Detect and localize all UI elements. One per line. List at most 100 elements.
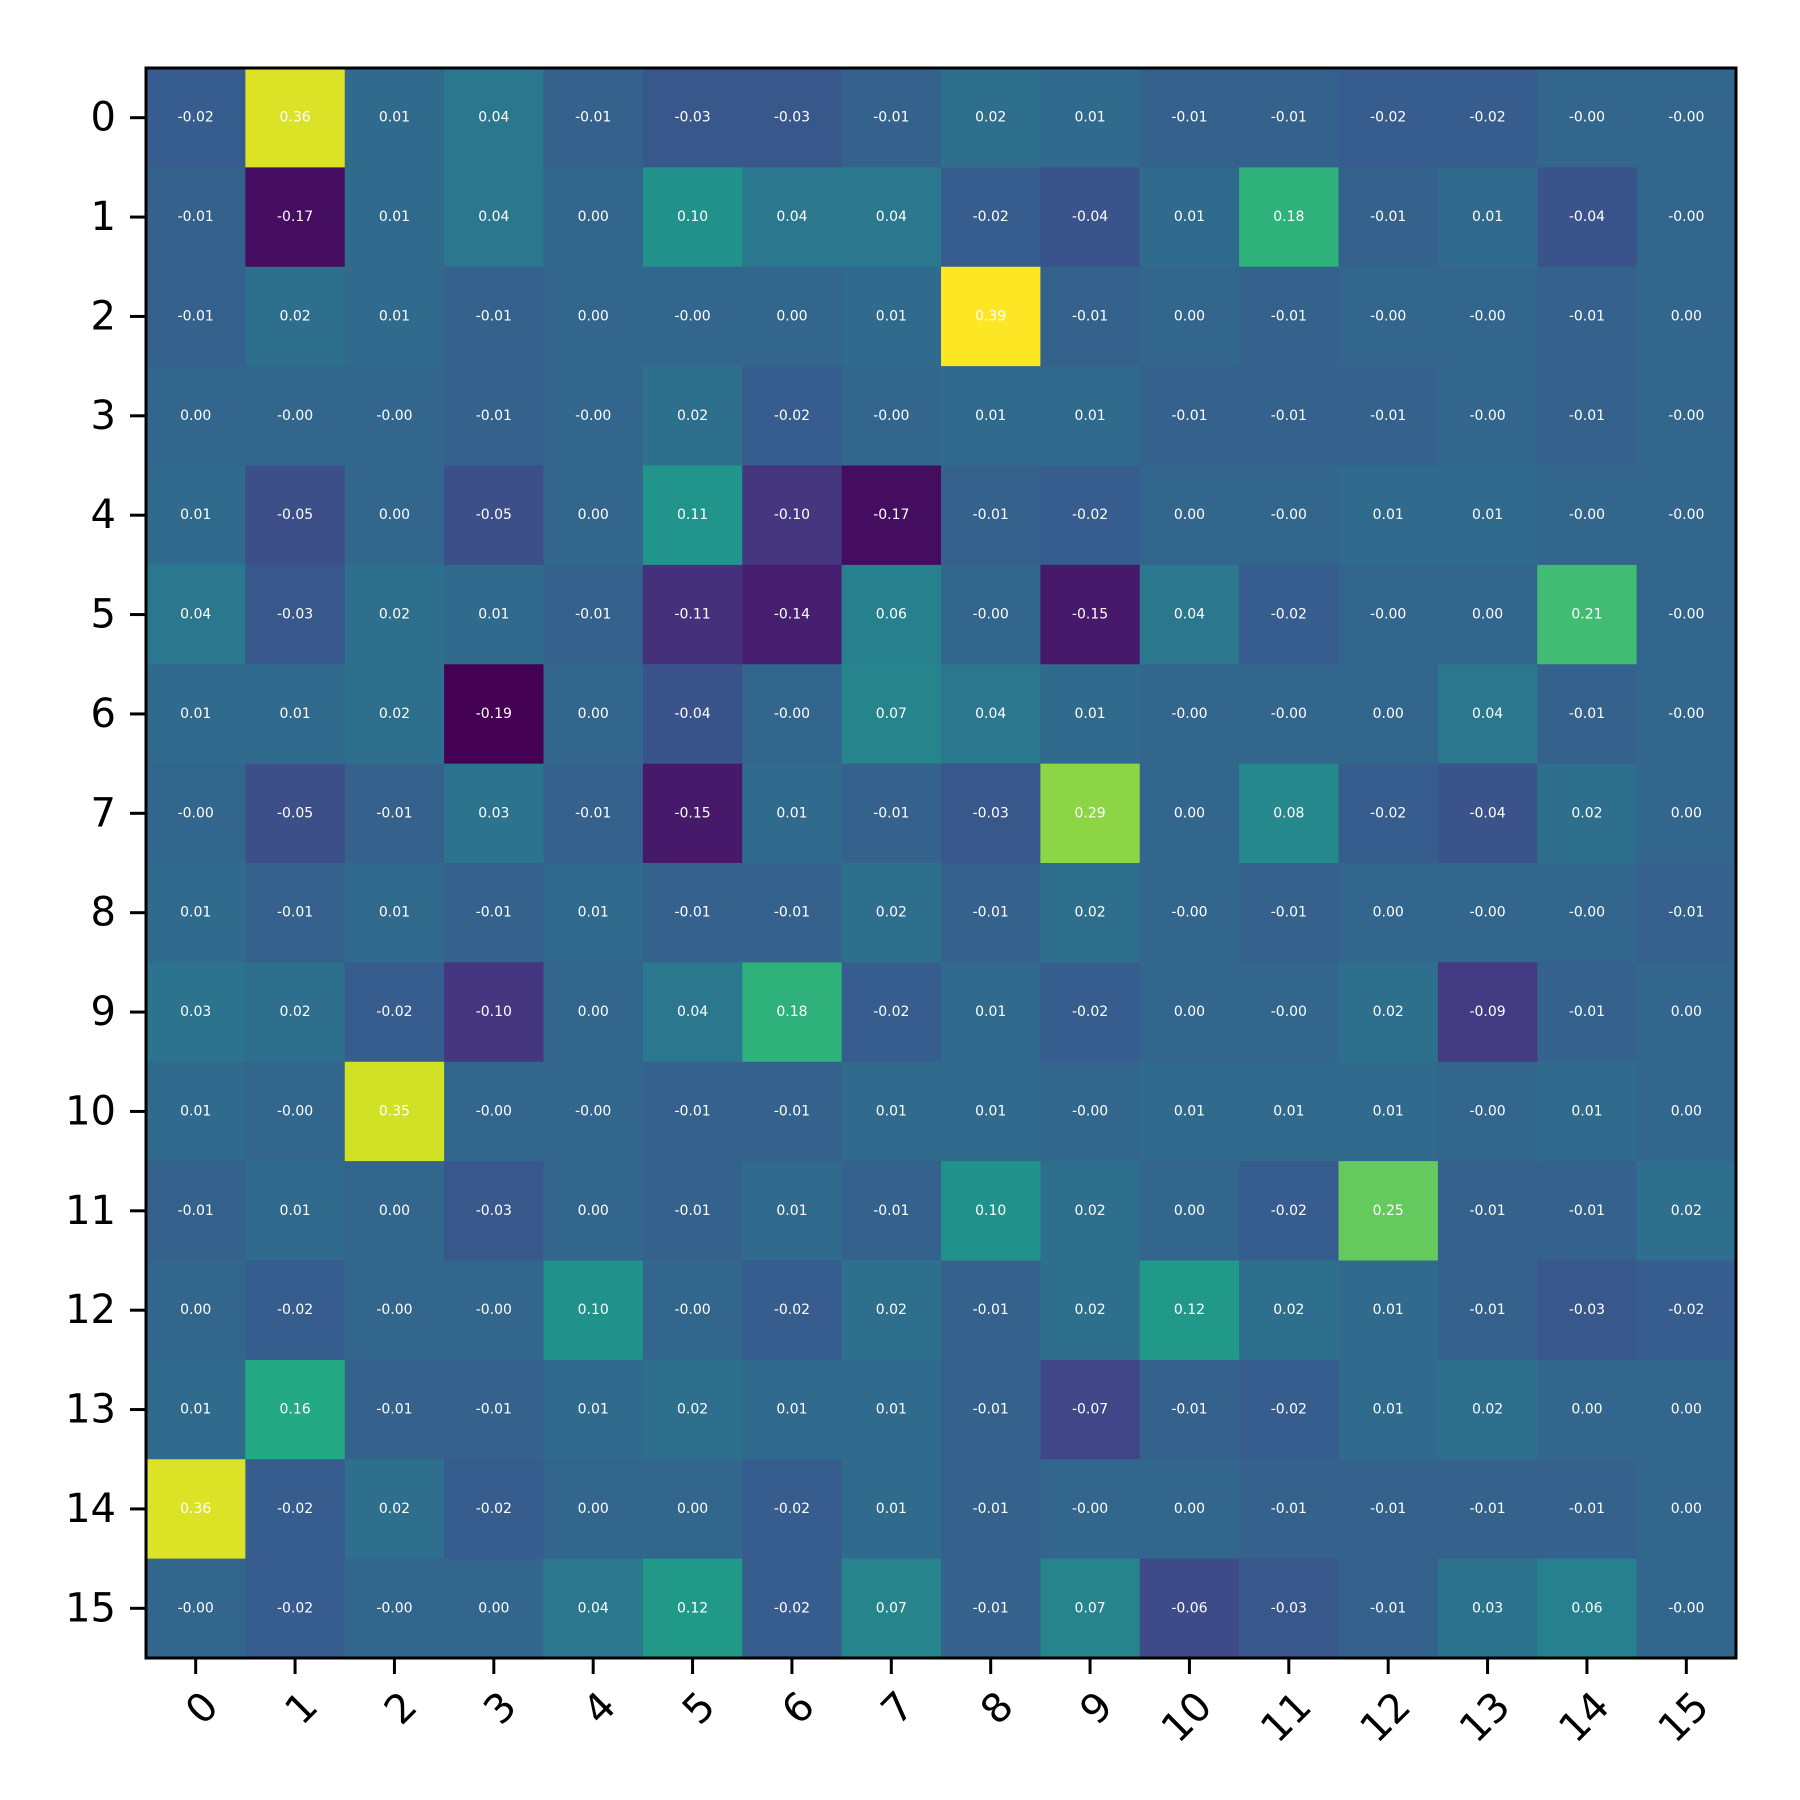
- cell-value-label: 0.01: [1074, 706, 1105, 722]
- heatmap-cell: [1437, 465, 1538, 566]
- heatmap-cell: [1537, 68, 1638, 168]
- cell-value-label: 0.01: [180, 1402, 211, 1418]
- heatmap-cell: [146, 167, 246, 268]
- cell-value-label: 0.02: [876, 905, 907, 921]
- heatmap-cell: [1338, 664, 1439, 765]
- cell-value-label: 0.02: [1671, 1203, 1702, 1219]
- heatmap-cell: [1139, 465, 1240, 566]
- cell-value-label: -0.01: [1072, 308, 1108, 324]
- cell-value-label: 0.01: [876, 1402, 907, 1418]
- cell-value-label: -0.01: [774, 905, 810, 921]
- cell-value-label: 0.00: [1671, 1103, 1702, 1119]
- cell-value-label: -0.01: [774, 1103, 810, 1119]
- cell-value-label: 0.29: [1074, 805, 1105, 821]
- heatmap-cell: [146, 1359, 246, 1460]
- heatmap-cell: [344, 366, 445, 467]
- heatmap-cell: [344, 863, 445, 963]
- heatmap-cell: [444, 1260, 545, 1361]
- heatmap-cell: [1338, 1161, 1439, 1262]
- cell-value-label: -0.02: [973, 209, 1009, 225]
- heatmap-cell: [742, 68, 843, 168]
- cell-value-label: -0.02: [476, 1501, 512, 1517]
- cell-value-label: 0.01: [379, 905, 410, 921]
- heatmap-cell: [1239, 1558, 1340, 1659]
- heatmap-cell: [1537, 763, 1638, 864]
- heatmap-cell: [1537, 664, 1638, 765]
- cell-value-label: -0.01: [1271, 308, 1307, 324]
- heatmap-cell: [642, 863, 743, 963]
- cell-value-label: -0.01: [476, 408, 512, 424]
- heatmap-cell: [444, 564, 545, 665]
- heatmap-cell: [543, 465, 644, 566]
- heatmap-cell: [742, 1459, 843, 1560]
- cell-value-label: 0.02: [876, 1302, 907, 1318]
- cell-value-label: -0.03: [973, 805, 1009, 821]
- heatmap-cell: [344, 1260, 445, 1361]
- heatmap-cell: [642, 763, 743, 864]
- heatmap-cell: [344, 1061, 445, 1162]
- heatmap-cell: [444, 863, 545, 963]
- cell-value-label: -0.01: [1370, 408, 1406, 424]
- cell-value-label: 0.00: [578, 1203, 609, 1219]
- cell-value-label: 0.01: [578, 1402, 609, 1418]
- heatmap-cell-labels: -0.02 0.36 0.01 0.04 -0.01 -0.03 -0.03 -0.01 0.0…: [178, 110, 1705, 1617]
- cell-value-label: -0.02: [1271, 1203, 1307, 1219]
- heatmap-cell: [742, 1359, 843, 1460]
- cell-value-label: -0.00: [674, 308, 710, 324]
- cell-value-label: 0.01: [1373, 507, 1404, 523]
- heatmap-cell: [444, 68, 545, 168]
- cell-value-label: 0.00: [578, 308, 609, 324]
- heatmap-cell: [1437, 1061, 1538, 1162]
- cell-value-label: -0.01: [376, 1402, 412, 1418]
- heatmap-cell: [1636, 465, 1737, 566]
- cell-value-label: 0.03: [180, 1004, 211, 1020]
- heatmap-cell: [543, 664, 644, 765]
- cell-value-label: 0.01: [1472, 507, 1503, 523]
- heatmap-cell: [841, 1161, 942, 1262]
- cell-value-label: 0.01: [876, 1103, 907, 1119]
- heatmap-cell: [1139, 962, 1240, 1063]
- heatmap-cell: [642, 564, 743, 665]
- cell-value-label: -0.01: [674, 1103, 710, 1119]
- heatmap-cell: [941, 664, 1041, 765]
- cell-value-label: -0.01: [1569, 1203, 1605, 1219]
- y-tick-label: 1: [91, 194, 116, 240]
- cell-value-label: 0.01: [975, 1004, 1006, 1020]
- cell-value-label: -0.11: [674, 607, 710, 623]
- cell-value-label: -0.00: [1668, 408, 1704, 424]
- cell-value-label: 0.00: [1671, 1501, 1702, 1517]
- heatmap-cell: [1338, 68, 1439, 168]
- heatmap-cell: [146, 1558, 246, 1659]
- heatmap-cell: [1338, 763, 1439, 864]
- heatmap-cell: [1239, 1061, 1340, 1162]
- heatmap-cell: [1139, 1459, 1240, 1560]
- heatmap-cell: [1239, 68, 1340, 168]
- cell-value-label: 0.01: [578, 905, 609, 921]
- heatmap-cell: [1537, 564, 1638, 665]
- cell-value-label: -0.02: [1370, 805, 1406, 821]
- cell-value-label: 0.16: [279, 1402, 310, 1418]
- cell-value-label: -0.01: [1171, 1402, 1207, 1418]
- cell-value-label: -0.00: [1668, 110, 1704, 126]
- cell-value-label: 0.02: [379, 607, 410, 623]
- heatmap-cell: [1636, 763, 1737, 864]
- heatmap-cell: [1537, 266, 1638, 367]
- cell-value-label: 0.01: [1074, 110, 1105, 126]
- cell-value-label: -0.10: [774, 507, 810, 523]
- cell-value-label: -0.04: [1569, 209, 1605, 225]
- cell-value-label: -0.01: [1271, 1501, 1307, 1517]
- heatmap-cell: [146, 763, 246, 864]
- cell-value-label: 0.02: [279, 1004, 310, 1020]
- heatmap-cell: [1239, 763, 1340, 864]
- heatmap-cell: [1239, 664, 1340, 765]
- heatmap-cell: [1437, 68, 1538, 168]
- y-tick-label: 15: [65, 1585, 116, 1631]
- heatmap-cell: [1636, 962, 1737, 1063]
- cell-value-label: 0.01: [876, 308, 907, 324]
- cell-value-label: 0.01: [180, 905, 211, 921]
- heatmap-cell: [245, 1558, 346, 1659]
- heatmap-cell: [841, 1061, 942, 1162]
- heatmap-cell: [543, 1061, 644, 1162]
